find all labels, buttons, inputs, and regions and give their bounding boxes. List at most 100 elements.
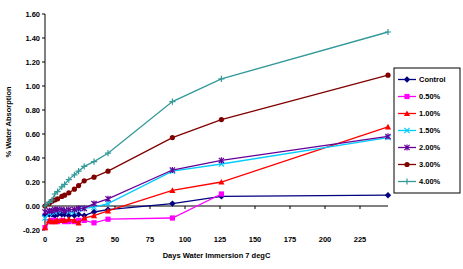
marker <box>42 209 47 215</box>
series <box>42 29 391 209</box>
marker <box>218 179 224 185</box>
marker <box>72 207 77 213</box>
series-line <box>45 32 388 206</box>
y-tick <box>42 86 45 87</box>
marker <box>66 216 72 222</box>
plot-area <box>42 29 391 230</box>
y-tick-label: 0.20 <box>25 178 40 187</box>
marker <box>105 196 110 202</box>
y-tick-label: -0.20 <box>23 226 40 235</box>
x-tick-label: 175 <box>284 235 297 244</box>
marker <box>385 29 391 35</box>
legend-marker <box>404 94 409 99</box>
marker <box>219 191 224 196</box>
series <box>42 191 224 230</box>
legend-label: 1.00% <box>419 109 441 118</box>
marker <box>219 157 224 163</box>
marker <box>42 203 48 209</box>
x-tick-label: 75 <box>146 235 154 244</box>
legend-marker <box>404 110 410 116</box>
marker <box>66 207 71 213</box>
series <box>42 133 390 215</box>
marker <box>385 133 390 139</box>
marker <box>91 220 96 225</box>
x-tick-label: 200 <box>319 235 332 244</box>
x-tick-label: 150 <box>249 235 262 244</box>
series <box>42 135 390 221</box>
x-tick-label: 100 <box>179 235 192 244</box>
x-tick <box>150 206 151 209</box>
y-tick <box>42 182 45 183</box>
marker <box>169 187 175 193</box>
marker <box>72 187 77 192</box>
series-line <box>45 195 388 215</box>
x-tick <box>290 206 291 209</box>
legend-label: 2.00% <box>419 143 441 152</box>
marker <box>105 169 110 174</box>
marker <box>71 217 77 223</box>
y-tick-label: 0.80 <box>25 106 40 115</box>
marker <box>42 215 47 220</box>
marker <box>105 150 111 156</box>
legend-marker <box>404 162 409 167</box>
marker <box>91 175 96 180</box>
marker <box>42 225 48 231</box>
marker <box>66 177 72 183</box>
legend-marker <box>404 144 409 150</box>
legend-marker <box>404 128 409 133</box>
y-tick <box>42 62 45 63</box>
x-tick-label: 125 <box>214 235 227 244</box>
y-tick <box>42 158 45 159</box>
marker <box>170 135 175 140</box>
y-tick-label: 0.40 <box>25 154 40 163</box>
x-tick-label: 0 <box>43 235 47 244</box>
y-tick-label: 1.60 <box>25 10 40 19</box>
marker <box>42 225 47 230</box>
y-tick <box>42 14 45 15</box>
marker <box>169 200 175 206</box>
x-tick-label: 225 <box>354 235 367 244</box>
series-line <box>45 136 388 212</box>
y-tick <box>42 110 45 111</box>
series-line <box>45 194 221 228</box>
y-tick-label: 1.00 <box>25 82 40 91</box>
y-axis-title: % Water Absorption <box>4 86 13 158</box>
marker <box>170 215 175 220</box>
legend-label: Control <box>419 75 446 84</box>
legend: Control0.50%1.00%1.50%2.00%3.00%4.00% <box>394 68 460 193</box>
series-line <box>45 75 388 206</box>
marker <box>169 99 175 105</box>
marker <box>218 76 224 82</box>
x-tick <box>325 206 326 209</box>
y-tick <box>42 38 45 39</box>
y-tick-label: 1.40 <box>25 34 40 43</box>
marker <box>49 197 55 203</box>
y-axis <box>45 14 46 230</box>
marker <box>55 189 61 195</box>
marker <box>385 124 391 130</box>
x-tick-label: 25 <box>76 235 84 244</box>
marker <box>71 172 77 178</box>
marker <box>81 215 87 221</box>
marker <box>76 205 81 211</box>
y-tick <box>42 134 45 135</box>
marker <box>62 208 67 214</box>
y-tick-label: 1.20 <box>25 58 40 67</box>
marker <box>385 73 390 78</box>
y-tick-label: 0.00 <box>25 202 40 211</box>
legend-box <box>394 68 460 193</box>
series-line <box>45 127 388 228</box>
series <box>42 73 390 209</box>
marker <box>91 159 97 165</box>
marker <box>219 117 224 122</box>
legend-label: 1.50% <box>419 126 441 135</box>
marker <box>76 168 82 174</box>
x-axis-title: Days Water Immersion 7 degC <box>163 251 271 260</box>
marker <box>105 208 111 214</box>
x-tick <box>220 206 221 209</box>
x-tick-label: 50 <box>111 235 119 244</box>
series-line <box>45 138 388 218</box>
marker <box>91 213 97 219</box>
marker <box>91 201 96 207</box>
marker <box>385 192 391 198</box>
